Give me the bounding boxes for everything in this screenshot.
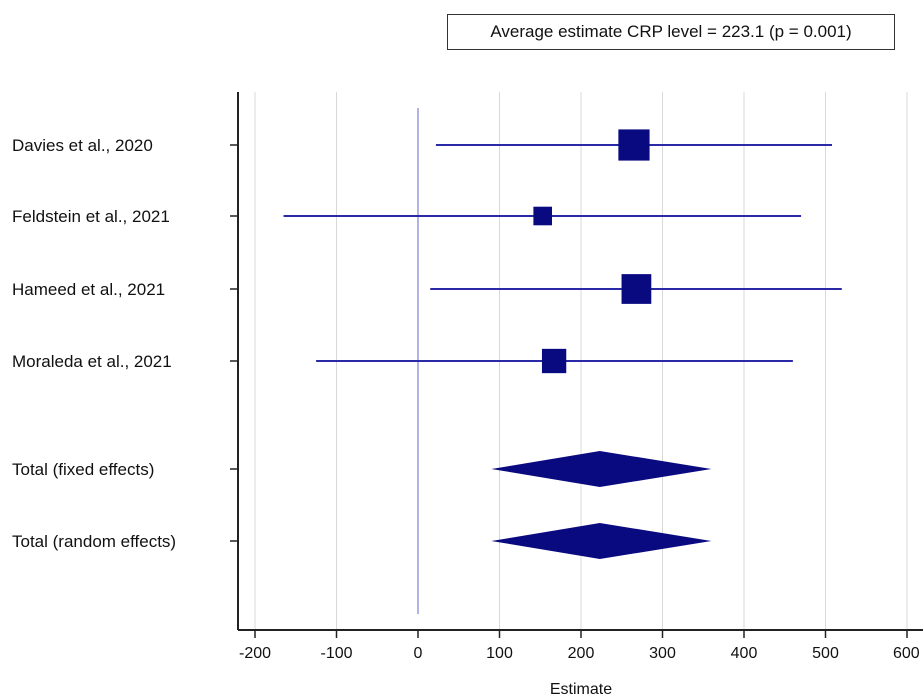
axes: -200 -100 0 100 200 300 400 500 600: [230, 92, 923, 662]
pooled-diamond: [491, 451, 712, 487]
chart-title: Average estimate CRP level = 223.1 (p = …: [447, 14, 895, 50]
study-label: Moraleda et al., 2021: [12, 352, 172, 371]
study-label: Hameed et al., 2021: [12, 280, 165, 299]
x-tick-label: 200: [568, 645, 595, 662]
effect-square: [541, 348, 567, 374]
total-label: Total (random effects): [12, 532, 176, 551]
x-tick-label: 100: [486, 645, 513, 662]
effect-square: [533, 206, 552, 226]
study-label: Feldstein et al., 2021: [12, 207, 170, 226]
row-labels: Davies et al., 2020 Feldstein et al., 202…: [12, 136, 176, 551]
effect-square: [621, 274, 652, 304]
x-axis-label: Estimate: [550, 681, 612, 698]
x-tick-label: 400: [731, 645, 758, 662]
x-tick-label: 0: [414, 645, 423, 662]
study-label: Davies et al., 2020: [12, 136, 153, 155]
x-tick-label: 600: [893, 645, 920, 662]
x-tick-label: 300: [649, 645, 676, 662]
plot-marks: [283, 129, 842, 559]
pooled-diamond: [491, 523, 712, 559]
x-tick-label: -100: [320, 645, 352, 662]
x-tick-label: -200: [239, 645, 271, 662]
x-tick-label: 500: [812, 645, 839, 662]
total-label: Total (fixed effects): [12, 460, 154, 479]
effect-square: [618, 129, 650, 161]
